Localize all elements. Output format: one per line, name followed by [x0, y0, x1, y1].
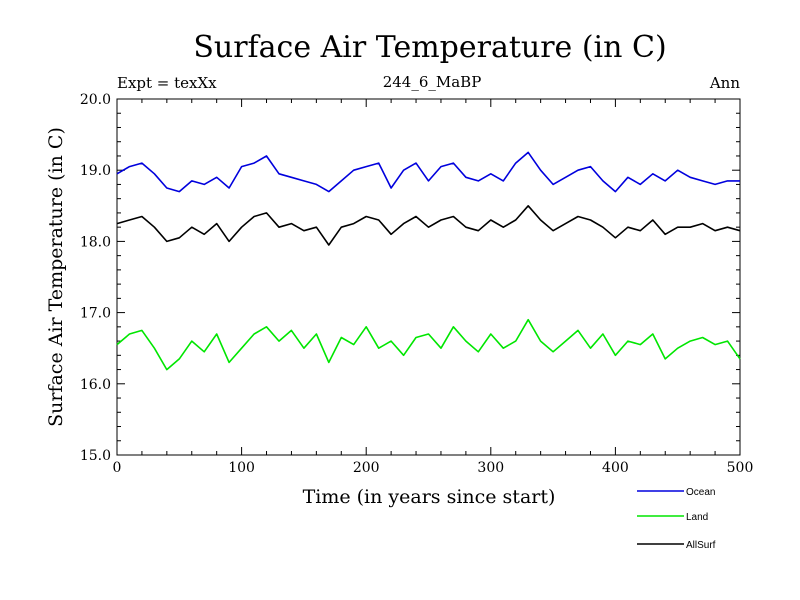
- series-lines: [116, 151, 741, 371]
- legend-label-ocean: Ocean: [686, 487, 715, 498]
- series-line-land: [116, 318, 741, 371]
- x-axis-label: Time (in years since start): [303, 486, 556, 508]
- y-tick-label: 18.0: [80, 234, 111, 250]
- y-axis-label: Surface Air Temperature (in C): [45, 127, 67, 427]
- x-tick-label: 100: [228, 460, 255, 476]
- y-tick-label: 19.0: [80, 163, 111, 179]
- legend-label-land: Land: [686, 512, 708, 523]
- x-tick-label: 400: [602, 460, 629, 476]
- subtitle-right: Ann: [709, 74, 740, 92]
- legend: Ocean Land AllSurf: [637, 487, 716, 551]
- chart-title: Surface Air Temperature (in C): [193, 30, 666, 65]
- series-line-ocean: [116, 151, 740, 193]
- x-tick-label: 500: [727, 460, 754, 476]
- x-tick-label: 0: [113, 460, 122, 476]
- y-tick-label: 16.0: [80, 377, 111, 393]
- subtitle-center: 244_6_MaBP: [383, 73, 482, 91]
- x-tick-label: 200: [353, 460, 380, 476]
- y-tick-label: 20.0: [80, 92, 111, 108]
- legend-label-allsurf: AllSurf: [686, 540, 716, 551]
- axis-ticks: 0 100 200 300 400 500 15.0 16.0 17.0 18.0 19.0 20.0: [80, 92, 754, 476]
- y-tick-label: 15.0: [80, 448, 111, 464]
- series-line-allsurf: [116, 205, 741, 246]
- plot-frame: [116, 98, 741, 456]
- x-tick-label: 300: [477, 460, 504, 476]
- subtitle-left: Expt = texXx: [117, 74, 217, 92]
- y-tick-label: 17.0: [80, 306, 111, 322]
